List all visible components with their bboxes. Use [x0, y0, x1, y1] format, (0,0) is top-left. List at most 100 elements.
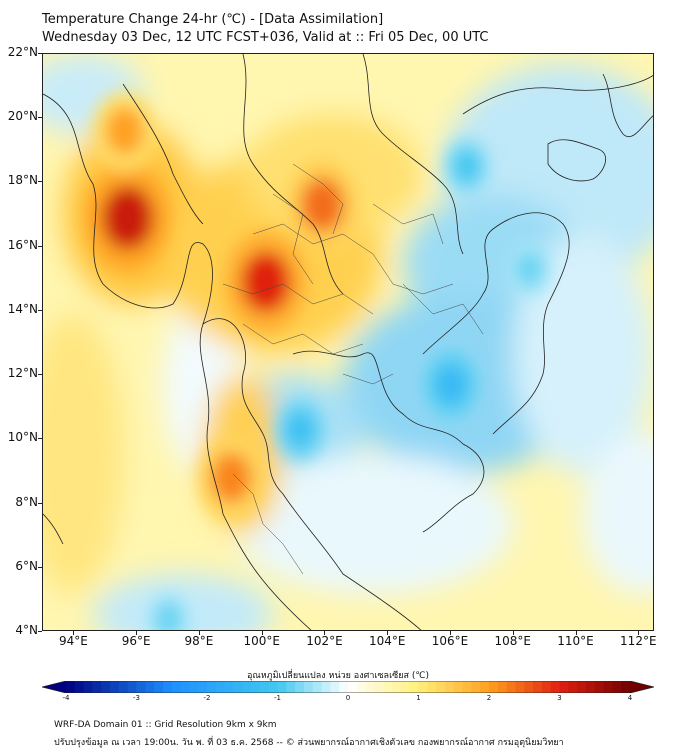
lat-tick — [38, 631, 42, 632]
colorbar-segment — [277, 681, 287, 693]
lat-label: 22°N — [7, 45, 38, 59]
colorbar-segment — [145, 681, 155, 693]
spot-south-china-sea-core — [516, 253, 543, 286]
colorbar-segment — [400, 681, 411, 693]
lat-tick — [38, 438, 42, 440]
temperature-map — [42, 53, 654, 631]
province-borders — [222, 163, 484, 575]
colorbar-tick-label: -4 — [62, 694, 70, 702]
lon-tick — [136, 631, 138, 635]
lat-tick — [38, 53, 42, 54]
colorbar-segment — [207, 681, 217, 693]
colorbar-segment — [436, 681, 446, 693]
colorbar-label: อุณหภูมิเปลี่ยนแปลง หน่วย องศาเซลเซียส (… — [246, 671, 430, 681]
colorbar-segment — [374, 681, 384, 693]
lon-label: 110°E — [557, 634, 594, 648]
colorbar-segment — [321, 681, 331, 693]
lat-tick — [38, 117, 42, 119]
colorbar-segment — [259, 681, 270, 693]
lat-tick — [38, 309, 42, 311]
lon-tick — [324, 631, 326, 635]
footer-model-info: WRF-DA Domain 01 :: Grid Resolution 9km … — [54, 720, 277, 730]
lon-label: 112°E — [620, 634, 657, 648]
colorbar-extend-right — [630, 681, 654, 693]
spot-gulf-of-thailand-core — [285, 410, 316, 449]
temperature-field — [43, 54, 653, 630]
lon-tick — [387, 631, 389, 635]
lat-tick — [38, 245, 42, 247]
colorbar-segment — [74, 681, 85, 693]
colorbar-segment — [480, 681, 490, 693]
lon-tick — [73, 631, 75, 635]
lon-tick — [512, 631, 514, 635]
lat-tick — [38, 181, 42, 183]
colorbar-segment — [392, 681, 402, 693]
colorbar-tick-label: 4 — [627, 694, 633, 702]
colorbar-segment — [66, 681, 76, 693]
colorbar-segment — [506, 681, 516, 693]
colorbar-segment — [577, 681, 587, 693]
colorbar-segment — [603, 681, 613, 693]
lon-tick — [575, 631, 577, 635]
spot-central-thailand-core — [241, 251, 291, 313]
lon-label: 102°E — [306, 634, 343, 648]
colorbar-segment — [136, 681, 146, 693]
colorbar-tick-label: -2 — [203, 694, 211, 702]
lat-label: 4°N — [15, 623, 38, 637]
colorbar-segment — [489, 681, 499, 693]
lon-label: 104°E — [368, 634, 406, 648]
lon-tick — [638, 631, 640, 635]
lon-label: 98°E — [184, 634, 214, 648]
colorbar-tick-label: 2 — [486, 694, 492, 702]
colorbar-segment — [541, 681, 552, 693]
spot-myanmar-north-core — [105, 107, 144, 156]
colorbar-segment — [559, 681, 569, 693]
lat-label: 8°N — [15, 494, 38, 509]
lat-label: 18°N — [7, 173, 38, 188]
colorbar-tick-label: 3 — [557, 694, 562, 702]
colorbar-segment — [365, 681, 375, 693]
lon-label: 106°E — [431, 634, 469, 648]
colorbar — [42, 681, 654, 693]
colorbar-segment — [92, 681, 102, 693]
spot-andaman-south-core — [155, 603, 182, 630]
lat-tick — [38, 502, 42, 504]
colorbar-segment — [110, 681, 120, 693]
colorbar-segment — [330, 681, 340, 693]
colorbar-segment — [550, 681, 560, 693]
spot-tonkin-gulf-core — [452, 148, 481, 184]
colorbar-segment — [612, 681, 622, 693]
lat-label: 6°N — [15, 558, 38, 573]
colorbar-segment — [462, 681, 472, 693]
colorbar-segment — [154, 681, 164, 693]
colorbar-segment — [339, 681, 349, 693]
spot-northeast-laos-core — [300, 178, 344, 232]
colorbar-segment — [453, 681, 464, 693]
colorbar-segment — [215, 681, 226, 693]
coastlines — [43, 54, 653, 630]
colorbar-segment — [286, 681, 296, 693]
colorbar-segment — [356, 681, 367, 693]
colorbar-segment — [303, 681, 314, 693]
lon-label: 108°E — [494, 634, 532, 648]
colorbar-segment — [585, 681, 596, 693]
colorbar-segment — [83, 681, 93, 693]
lon-label: 94°E — [58, 634, 88, 648]
colorbar-segment — [118, 681, 129, 693]
colorbar-tick-label: -3 — [133, 694, 140, 702]
colorbar-segment — [180, 681, 190, 693]
colorbar-segment — [418, 681, 428, 693]
lat-label: 10°N — [7, 430, 38, 445]
footer-credit: ปรับปรุงข้อมูล ณ เวลา 19:00น. วัน พ. ที่… — [54, 738, 564, 748]
lat-tick — [38, 566, 42, 568]
colorbar-segment — [427, 681, 437, 693]
colorbar-segment — [568, 681, 578, 693]
spot-myanmar-coast-core — [102, 185, 154, 250]
colorbar-segment — [497, 681, 508, 693]
lon-tick — [261, 631, 263, 635]
lat-label: 12°N — [7, 366, 38, 381]
map-subtitle: Wednesday 03 Dec, 12 UTC FCST+036, Valid… — [42, 30, 489, 45]
spot-cambodia-core — [435, 364, 467, 405]
colorbar-segment — [409, 681, 419, 693]
colorbar-segment — [621, 681, 631, 693]
